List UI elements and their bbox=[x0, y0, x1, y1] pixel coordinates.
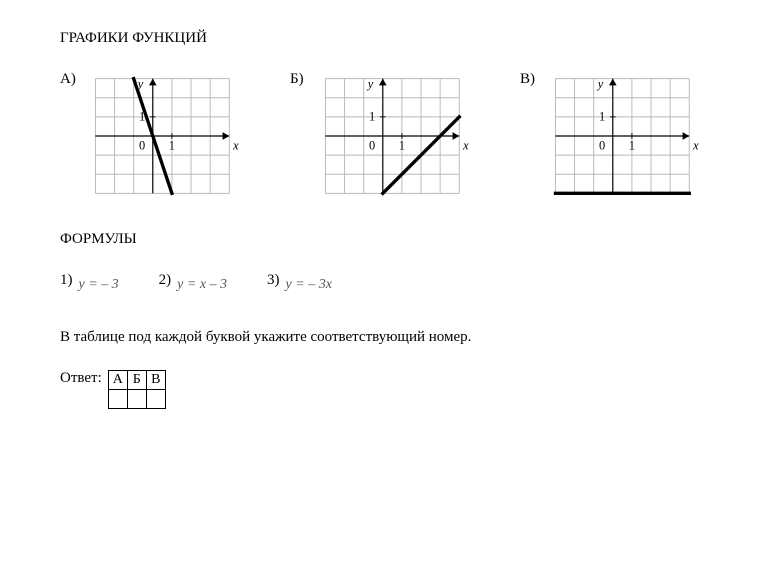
formula-number: 1) bbox=[60, 272, 73, 289]
svg-text:1: 1 bbox=[139, 110, 145, 124]
chart-block: А) 1 0 1 y x bbox=[60, 71, 250, 201]
formula-equation: y = x – 3 bbox=[177, 277, 227, 293]
formula-equation: y = – 3x bbox=[286, 277, 332, 293]
chart-svg: 1 0 1 y x bbox=[550, 71, 710, 201]
svg-text:1: 1 bbox=[399, 138, 405, 152]
svg-text:0: 0 bbox=[599, 138, 605, 152]
svg-text:1: 1 bbox=[629, 138, 635, 152]
answer-header-cell: А bbox=[108, 371, 127, 390]
formula-item: 3)y = – 3x bbox=[267, 272, 332, 289]
answer-row: Ответ: А Б В bbox=[60, 370, 708, 409]
answer-input-cell[interactable] bbox=[108, 390, 127, 409]
table-row bbox=[108, 390, 165, 409]
svg-text:x: x bbox=[692, 138, 699, 152]
svg-text:1: 1 bbox=[169, 138, 175, 152]
svg-text:1: 1 bbox=[369, 110, 375, 124]
formula-number: 2) bbox=[159, 272, 172, 289]
answer-header-cell: Б bbox=[127, 371, 146, 390]
svg-text:y: y bbox=[366, 77, 374, 91]
svg-text:0: 0 bbox=[369, 138, 375, 152]
answer-input-cell[interactable] bbox=[146, 390, 165, 409]
answer-input-cell[interactable] bbox=[127, 390, 146, 409]
svg-text:y: y bbox=[136, 77, 144, 91]
chart-svg: 1 0 1 y x bbox=[90, 71, 250, 201]
formulas-row: 1)y = – 3 2)y = x – 3 3)y = – 3x bbox=[60, 272, 708, 289]
answer-header-cell: В bbox=[146, 371, 165, 390]
formula-number: 3) bbox=[267, 272, 280, 289]
graphs-title: ГРАФИКИ ФУНКЦИЙ bbox=[60, 30, 708, 47]
chart-label: А) bbox=[60, 71, 82, 88]
answer-table: А Б В bbox=[108, 370, 166, 409]
formula-item: 2)y = x – 3 bbox=[159, 272, 227, 289]
svg-text:1: 1 bbox=[599, 110, 605, 124]
chart-label: Б) bbox=[290, 71, 312, 88]
answer-label: Ответ: bbox=[60, 370, 102, 387]
formula-item: 1)y = – 3 bbox=[60, 272, 119, 289]
svg-text:x: x bbox=[232, 138, 239, 152]
table-row: А Б В bbox=[108, 371, 165, 390]
formula-equation: y = – 3 bbox=[79, 277, 119, 293]
svg-text:y: y bbox=[596, 77, 604, 91]
svg-text:0: 0 bbox=[139, 138, 145, 152]
svg-text:x: x bbox=[462, 138, 469, 152]
formulas-title: ФОРМУЛЫ bbox=[60, 231, 708, 248]
chart-svg: 1 0 1 y x bbox=[320, 71, 480, 201]
chart-label: В) bbox=[520, 71, 542, 88]
chart-block: В) 1 0 1 y x bbox=[520, 71, 710, 201]
chart-block: Б) 1 0 1 y x bbox=[290, 71, 480, 201]
instruction-text: В таблице под каждой буквой укажите соот… bbox=[60, 329, 708, 346]
charts-row: А) 1 0 1 y x Б) 1 0 1 y x В) 1 0 1 y x bbox=[60, 71, 708, 201]
